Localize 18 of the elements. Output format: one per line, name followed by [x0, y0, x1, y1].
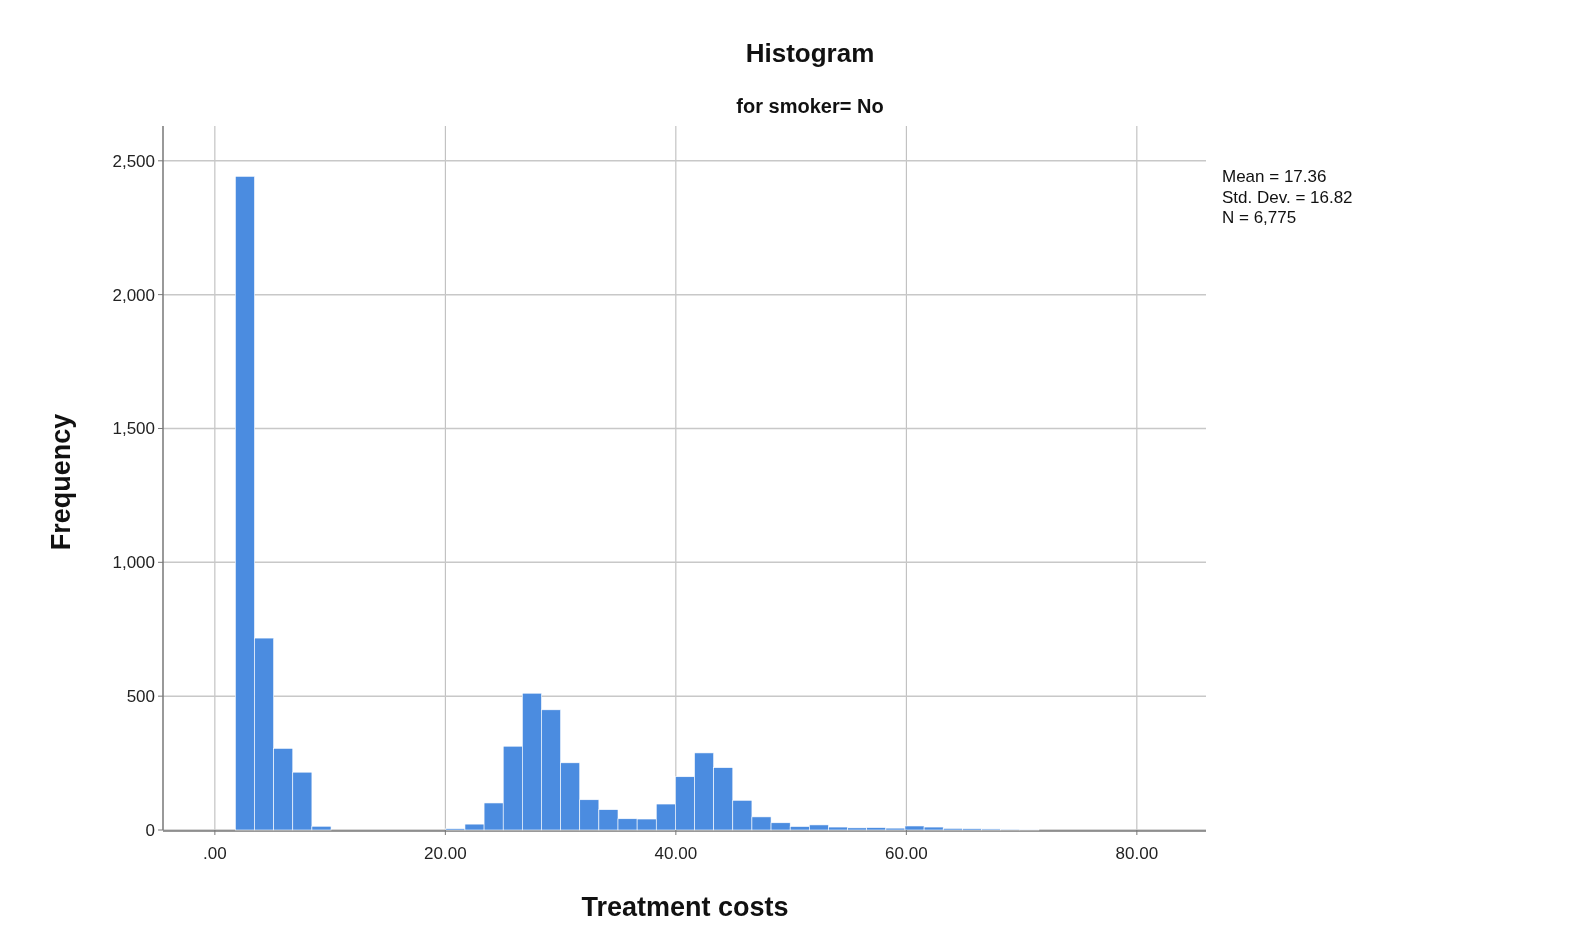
- x-tick-label: 80.00: [1115, 844, 1159, 863]
- chart-title: Histogram: [745, 38, 875, 68]
- y-tick-label: 1,000: [112, 553, 155, 573]
- chart-subtitle: for smoker= No: [736, 95, 884, 117]
- x-tick-label: .00: [203, 844, 227, 863]
- y-axis-title: Frequency: [46, 413, 76, 551]
- x-tick-label: 20.00: [424, 844, 467, 863]
- y-tick-label: 2,500: [112, 151, 155, 171]
- text: N = 6,775: [1222, 208, 1297, 227]
- y-tick-label: 0: [145, 820, 155, 840]
- text: Std. Dev. = 16.82: [1222, 187, 1353, 207]
- y-tick-label: 2,000: [112, 285, 155, 305]
- x-tick-label: 60.00: [885, 844, 928, 863]
- y-tick-label: 1,500: [112, 419, 155, 439]
- x-tick-label: 40.00: [654, 844, 698, 863]
- text: Mean = 17.36: [1222, 167, 1327, 186]
- y-tick-label: 500: [126, 687, 155, 707]
- x-axis-title: Treatment costs: [581, 892, 789, 922]
